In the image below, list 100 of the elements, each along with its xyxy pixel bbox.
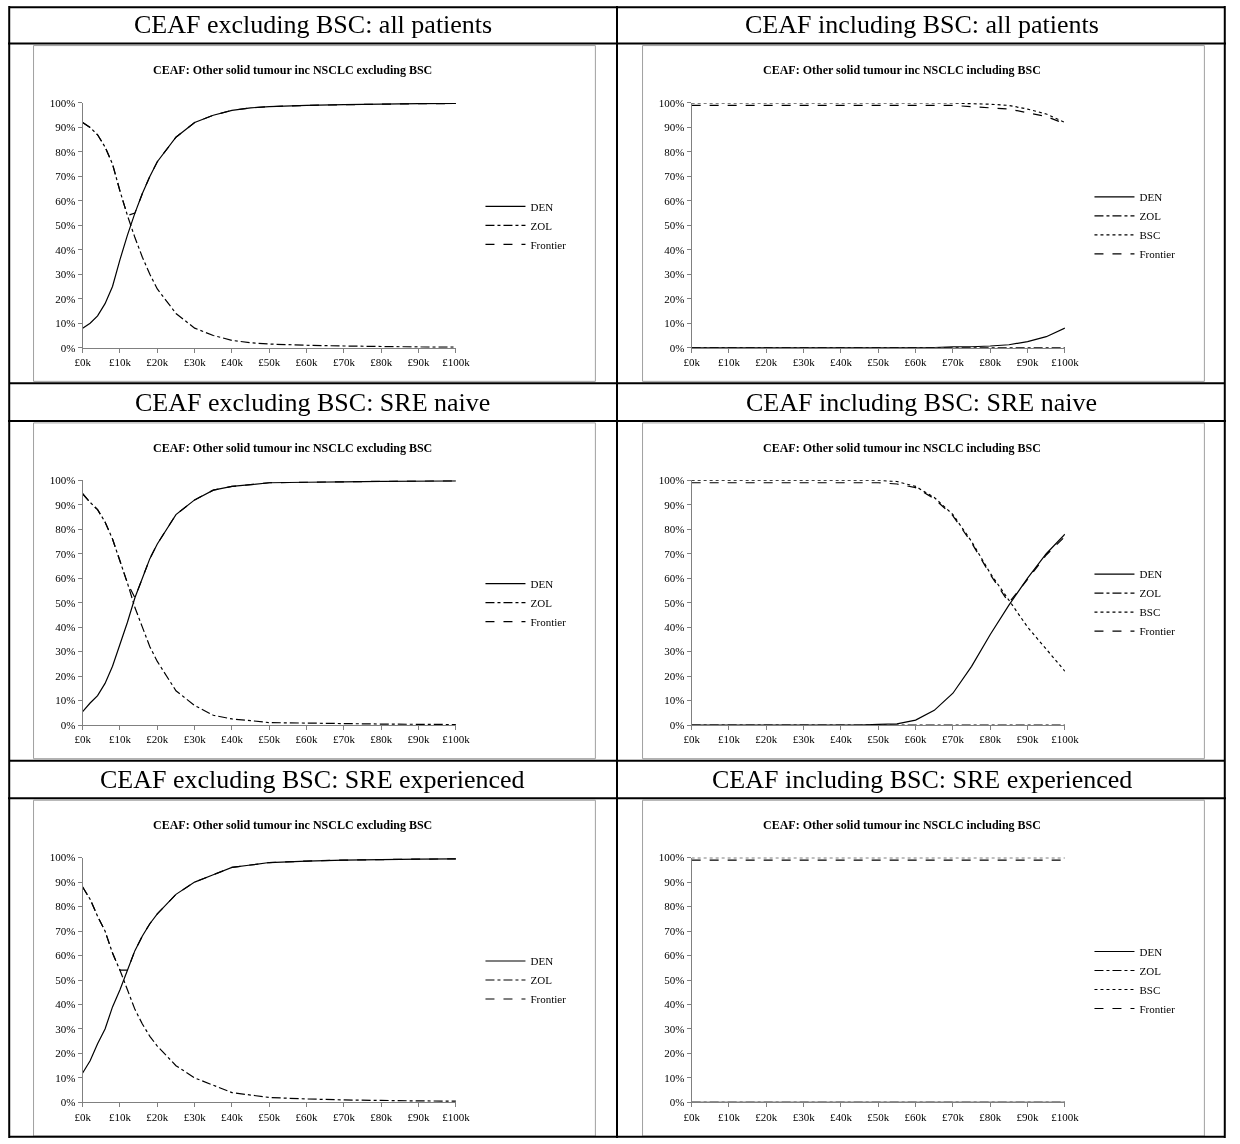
y-tick-label: 60% (55, 572, 76, 585)
y-tick-label: 50% (664, 596, 685, 609)
y-tick-label: 20% (664, 1047, 685, 1060)
y-tick-label: 0% (60, 1096, 76, 1109)
x-tick-label: £70k (332, 355, 356, 368)
y-tick-label: 10% (55, 1071, 76, 1084)
x-tick-label: £100k (1051, 355, 1080, 368)
x-tick-label: £50k (258, 355, 281, 368)
x-tick-label: £50k (867, 1110, 890, 1123)
y-tick-label: 20% (55, 1047, 76, 1060)
y-tick-label: 70% (55, 547, 76, 560)
y-tick-label: 100% (658, 96, 685, 109)
y-tick-label: 30% (55, 268, 76, 281)
x-tick-label: £100k (1051, 733, 1080, 746)
y-tick-label: 80% (55, 145, 76, 158)
y-tick-label: 10% (55, 694, 76, 707)
x-tick-label: £0k (74, 1110, 92, 1123)
legend-label: DEN (1139, 945, 1163, 958)
legend-label: BSC (1139, 983, 1161, 996)
y-tick-label: 30% (55, 645, 76, 658)
x-tick-label: £50k (867, 733, 890, 746)
x-tick-label: £60k (904, 733, 928, 746)
x-tick-label: £60k (904, 355, 928, 368)
y-tick-label: 60% (664, 194, 685, 207)
y-tick-label: 30% (664, 645, 685, 658)
y-tick-label: 50% (664, 973, 685, 986)
x-tick-label: £100k (442, 733, 471, 746)
chart-title: CEAF excluding BSC: all patients (134, 10, 493, 39)
y-tick-label: 20% (664, 292, 685, 305)
legend-label: Frontier (530, 615, 567, 628)
x-tick-label: £30k (183, 355, 207, 368)
x-tick-label: £0k (74, 733, 92, 746)
legend-label: Frontier (1139, 1002, 1176, 1015)
x-tick-label: £60k (295, 1110, 319, 1123)
legend-label: DEN (1139, 191, 1163, 204)
y-tick-label: 60% (664, 572, 685, 585)
legend-label: BSC (1139, 229, 1161, 242)
x-tick-label: £90k (1016, 733, 1040, 746)
x-tick-label: £90k (1016, 355, 1040, 368)
y-tick-label: 50% (55, 973, 76, 986)
x-tick-label: £30k (792, 1110, 816, 1123)
legend-label: ZOL (1139, 587, 1162, 600)
y-tick-label: 0% (60, 341, 76, 354)
y-tick-label: 10% (55, 317, 76, 330)
y-tick-label: 40% (55, 243, 76, 256)
x-tick-label: £70k (941, 1110, 965, 1123)
y-tick-label: 100% (49, 851, 76, 864)
y-tick-label: 80% (664, 523, 685, 536)
y-tick-label: 20% (55, 669, 76, 682)
x-tick-label: £90k (1016, 1110, 1040, 1123)
x-tick-label: £30k (183, 1110, 207, 1123)
x-tick-label: £80k (979, 355, 1002, 368)
y-tick-label: 100% (658, 474, 685, 487)
y-tick-label: 90% (664, 121, 685, 134)
y-tick-label: 70% (664, 170, 685, 183)
y-tick-label: 40% (55, 621, 76, 633)
x-tick-label: £20k (146, 355, 169, 368)
chart-subtitle: CEAF: Other solid tumour inc NSCLC including BSC (763, 63, 1041, 77)
chart-title: CEAF including BSC: SRE experienced (712, 765, 1133, 794)
x-tick-label: £10k (717, 1110, 741, 1123)
y-tick-label: 70% (664, 924, 685, 937)
x-tick-label: £80k (370, 733, 393, 746)
y-tick-label: 0% (669, 1096, 685, 1109)
x-tick-label: £50k (258, 733, 281, 746)
y-tick-label: 60% (55, 194, 76, 207)
legend-label: DEN (530, 955, 554, 968)
y-tick-label: 0% (669, 718, 685, 731)
y-tick-label: 10% (664, 694, 685, 707)
legend-label: BSC (1139, 606, 1161, 619)
y-tick-label: 50% (55, 596, 76, 609)
legend-label: DEN (530, 200, 554, 213)
x-tick-label: £90k (407, 733, 431, 746)
legend-label: ZOL (530, 596, 553, 609)
x-tick-label: £30k (792, 733, 816, 746)
legend-label: DEN (1139, 568, 1163, 581)
chart-subtitle: CEAF: Other solid tumour inc NSCLC excluding BSC (153, 63, 433, 77)
x-tick-label: £50k (867, 355, 890, 368)
x-tick-label: £60k (295, 733, 319, 746)
x-tick-label: £80k (370, 355, 393, 368)
y-tick-label: 40% (664, 243, 685, 256)
y-tick-label: 40% (664, 998, 685, 1011)
x-tick-label: £20k (755, 1110, 778, 1123)
y-tick-label: 100% (658, 851, 685, 864)
chart-subtitle: CEAF: Other solid tumour inc NSCLC including BSC (763, 818, 1041, 832)
y-tick-label: 20% (664, 669, 685, 682)
x-tick-label: £70k (941, 355, 965, 368)
y-tick-label: 30% (664, 268, 685, 281)
x-tick-label: £80k (370, 1110, 393, 1123)
y-tick-label: 10% (664, 1071, 685, 1084)
y-tick-label: 30% (55, 1022, 76, 1035)
chart-title: CEAF including BSC: all patients (745, 10, 1099, 39)
x-tick-label: £70k (941, 733, 965, 746)
y-tick-label: 80% (55, 523, 76, 536)
y-tick-label: 80% (55, 900, 76, 913)
legend-label: DEN (530, 577, 554, 590)
x-tick-label: £60k (295, 355, 319, 368)
x-tick-label: £60k (904, 1110, 928, 1123)
legend-label: ZOL (1139, 964, 1162, 977)
y-tick-label: 70% (55, 170, 76, 183)
x-tick-label: £20k (146, 1110, 169, 1123)
